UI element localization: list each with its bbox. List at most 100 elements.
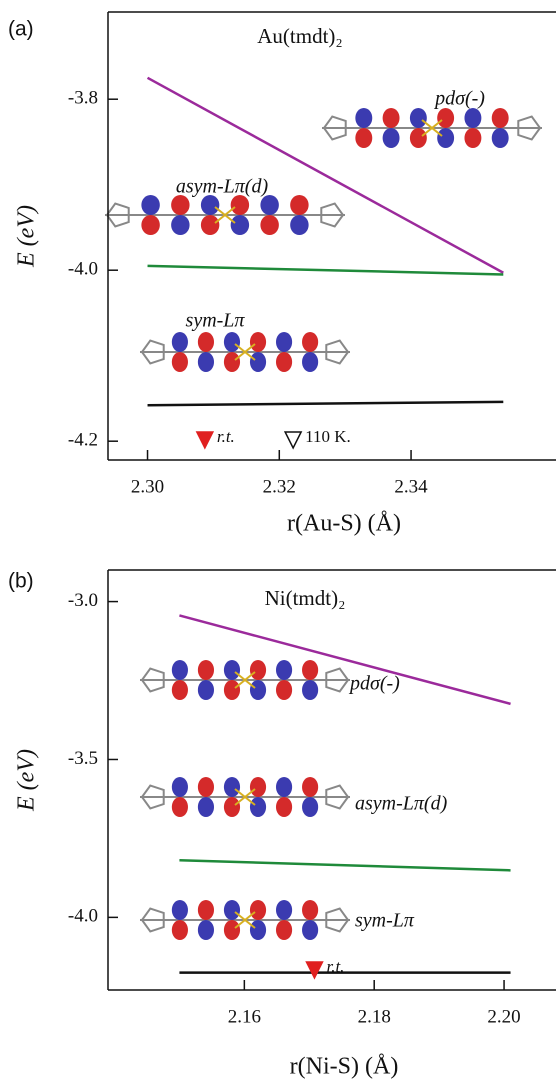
orbital-lobe xyxy=(275,777,293,797)
energy-line xyxy=(179,858,511,872)
x-axis-label: r(Au-S) (Å) xyxy=(287,511,401,537)
orbital-lobe xyxy=(491,108,509,128)
orbital-lobe xyxy=(197,660,215,680)
x-tick-label: 2.16 xyxy=(228,1006,261,1027)
orbital-label: pdσ(-) xyxy=(433,88,485,110)
x-tick-label: 2.34 xyxy=(394,476,428,497)
orbital-lobe xyxy=(197,797,215,817)
orbital-lobe xyxy=(355,108,373,128)
orbital-lobe xyxy=(302,920,319,940)
molecule-ring xyxy=(325,784,350,810)
orbital-lobe xyxy=(223,680,241,700)
y-tick-label: -4.0 xyxy=(68,259,98,280)
molecule-bond xyxy=(421,119,443,137)
molecule-bond xyxy=(234,671,256,689)
marker-label: 110 K. xyxy=(305,427,351,446)
molecule-bond xyxy=(234,343,256,361)
molecule-ring xyxy=(140,339,165,365)
orbital-lobe xyxy=(223,777,241,797)
orbital-lobe xyxy=(275,660,293,680)
molecule-ring xyxy=(322,115,347,141)
orbital-label: asym-Lπ(d) xyxy=(355,793,448,815)
orbital-sketch xyxy=(140,660,350,700)
x-tick-label: 2.18 xyxy=(358,1006,391,1027)
orbital-label: sym-Lπ xyxy=(355,910,415,932)
orbital-lobe xyxy=(171,352,188,372)
y-tick-label: -3.5 xyxy=(68,748,98,769)
orbital-lobe xyxy=(223,352,241,372)
y-axis-label: E (eV) xyxy=(14,749,40,812)
orbital-label: asym-Lπ(d) xyxy=(176,176,269,198)
orbital-lobe xyxy=(171,215,190,235)
orbital-lobe xyxy=(141,195,160,215)
orbital-lobe xyxy=(437,108,455,128)
orbital-lobe xyxy=(249,920,267,940)
orbital-lobe xyxy=(200,215,220,235)
orbital-sketch xyxy=(140,777,350,817)
orbital-lobe xyxy=(223,797,241,817)
orbital-lobe xyxy=(197,777,215,797)
orbital-lobe xyxy=(249,352,267,372)
orbital-lobe xyxy=(223,900,241,920)
molecule-ring xyxy=(325,667,350,693)
orbital-lobe xyxy=(197,920,215,940)
orbital-lobe xyxy=(290,215,309,235)
orbital-lobe xyxy=(275,920,293,940)
x-axis-label: r(Ni-S) (Å) xyxy=(290,1054,399,1080)
orbital-lobe xyxy=(302,680,319,700)
orbital-lobe xyxy=(223,920,241,940)
y-tick-label: -3.8 xyxy=(68,88,98,109)
orbital-lobe xyxy=(409,108,427,128)
orbital-lobe xyxy=(197,680,215,700)
orbital-lobe xyxy=(437,128,455,148)
orbital-sketch xyxy=(140,332,350,372)
orbital-lobe xyxy=(171,797,188,817)
orbital-lobe xyxy=(260,215,279,235)
orbital-lobe xyxy=(197,332,215,352)
molecule-bond xyxy=(234,788,256,806)
orbital-lobe xyxy=(200,195,220,215)
orbital-sketch xyxy=(105,195,345,235)
molecule-ring xyxy=(105,202,130,228)
energy-line xyxy=(147,400,504,407)
orbital-lobe xyxy=(171,195,190,215)
y-axis-label: E (eV) xyxy=(14,205,40,268)
x-tick-label: 2.30 xyxy=(131,476,164,497)
molecule-ring xyxy=(140,907,165,933)
orbital-lobe xyxy=(223,660,241,680)
molecule-ring xyxy=(320,202,345,228)
panel-title: Au(tmdt)₂ xyxy=(257,24,342,48)
orbital-lobe xyxy=(464,128,482,148)
orbital-lobe xyxy=(249,797,267,817)
molecule-ring xyxy=(325,907,350,933)
orbital-label: pdσ(-) xyxy=(348,673,400,695)
orbital-lobe xyxy=(171,660,188,680)
panel-label: (b) xyxy=(8,570,34,593)
orbital-lobe xyxy=(197,900,215,920)
orbital-lobe xyxy=(382,128,400,148)
orbital-lobe xyxy=(141,215,160,235)
orbital-lobe xyxy=(302,352,319,372)
y-tick-label: -3.0 xyxy=(68,590,98,611)
panel-label: (a) xyxy=(8,18,34,41)
orbital-lobe xyxy=(171,777,188,797)
temperature-marker xyxy=(305,961,324,980)
orbital-lobe xyxy=(491,128,509,148)
x-tick-label: 2.20 xyxy=(487,1006,520,1027)
panel-title: Ni(tmdt)₂ xyxy=(265,586,346,610)
orbital-lobe xyxy=(171,900,188,920)
orbital-sketch xyxy=(140,900,350,940)
orbital-lobe xyxy=(249,777,267,797)
orbital-lobe xyxy=(302,660,319,680)
orbital-lobe xyxy=(197,352,215,372)
orbital-lobe xyxy=(171,332,188,352)
orbital-lobe xyxy=(249,660,267,680)
orbital-lobe xyxy=(302,900,319,920)
orbital-lobe xyxy=(230,215,250,235)
marker-label: r.t. xyxy=(217,427,235,446)
molecule-ring xyxy=(140,784,165,810)
orbital-lobe xyxy=(302,797,319,817)
